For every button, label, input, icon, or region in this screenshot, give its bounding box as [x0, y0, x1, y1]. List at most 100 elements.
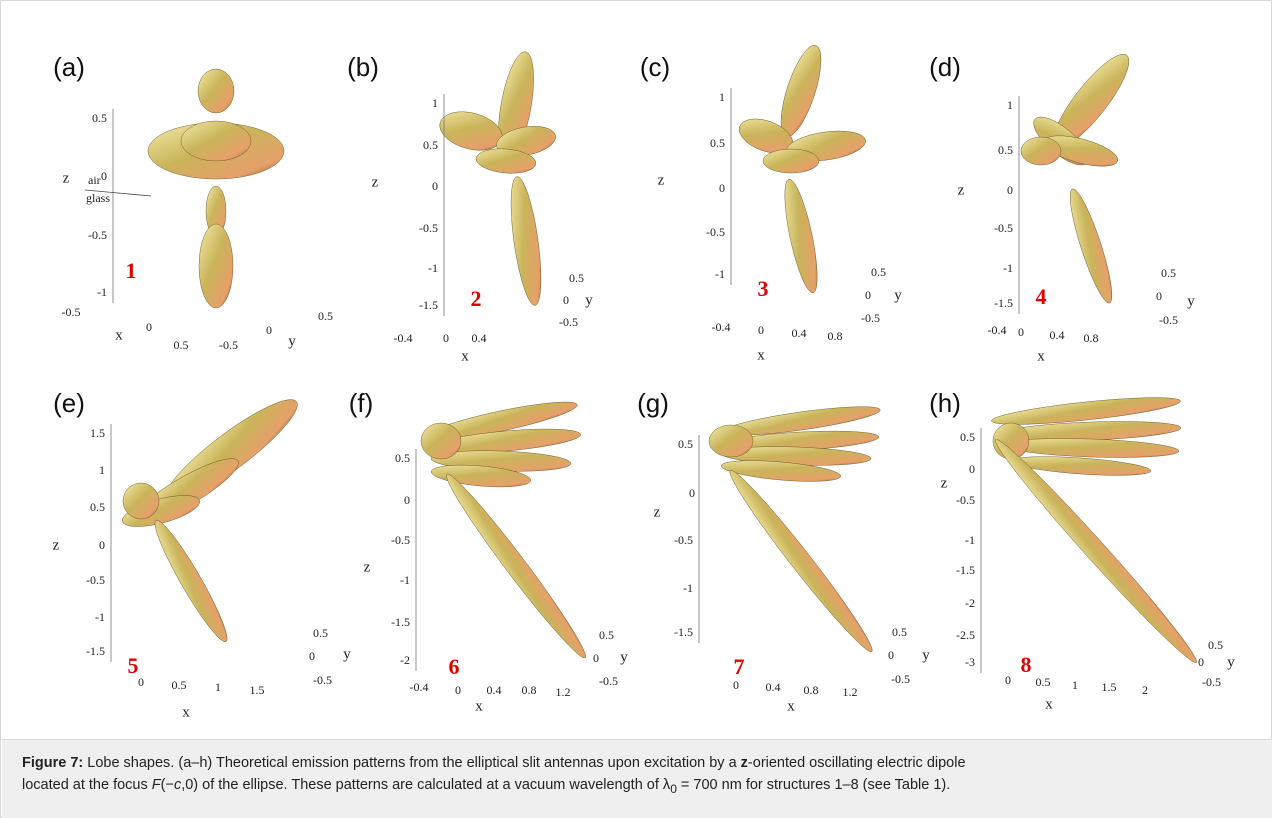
x-axis-label: x [461, 348, 469, 364]
z-tick-label: -0.5 [994, 221, 1013, 235]
z-tick-label: -1 [400, 573, 410, 587]
x-tick-label: 0.5 [174, 338, 189, 352]
structure-number: 5 [128, 653, 139, 678]
caption-text: (− [160, 777, 174, 793]
y-tick-label: 0 [1156, 289, 1162, 303]
z-tick-label: -0.5 [419, 221, 438, 235]
caption-text: 0 [670, 781, 677, 796]
x-axis-label: x [182, 704, 190, 720]
z-tick-label: 0 [1007, 183, 1013, 197]
lobe [762, 148, 820, 174]
x-tick-label: -0.5 [62, 305, 81, 319]
lobe [708, 424, 754, 458]
y-tick-label: 0 [593, 651, 599, 665]
caption-text: -oriented oscillating electric dipole [747, 755, 966, 771]
z-axis-label: z [958, 182, 965, 198]
y-tick-label: -0.5 [559, 315, 578, 329]
interface-line [84, 189, 152, 197]
z-tick-label: 1 [719, 90, 725, 104]
z-axis-label: z [63, 170, 70, 186]
y-tick-label: -0.5 [313, 673, 332, 687]
x-tick-label: 0.4 [1050, 328, 1065, 342]
z-tick-label: 1 [432, 96, 438, 110]
y-axis-label: y [620, 649, 628, 665]
x-axis-label: x [1037, 348, 1045, 364]
y-tick-label: -0.5 [1159, 313, 1178, 327]
caption-lead: Figure 7: [22, 755, 84, 771]
lobe [510, 176, 542, 306]
x-axis-label: x [475, 698, 483, 714]
z-tick-label: -1 [428, 261, 438, 275]
y-tick-label: 0.5 [1208, 638, 1223, 652]
y-tick-label: -0.5 [1202, 675, 1221, 689]
z-tick-label: -2 [965, 596, 975, 610]
z-tick-label: -0.5 [706, 225, 725, 239]
z-tick-label: 1 [99, 463, 105, 477]
x-tick-label: 0.4 [487, 683, 502, 697]
x-tick-label: 0.8 [828, 329, 843, 343]
structure-number: 6 [449, 654, 460, 679]
z-tick-label: 1.5 [90, 426, 105, 440]
z-tick-label: 0 [101, 169, 107, 183]
z-tick-label: -1.5 [956, 563, 975, 577]
z-tick-label: -0.5 [86, 573, 105, 587]
structure-number: 7 [734, 654, 745, 679]
lobe [991, 397, 1181, 425]
panel-label: (c) [640, 52, 670, 82]
y-tick-label: 0.5 [1161, 266, 1176, 280]
x-tick-label: 1.2 [843, 685, 858, 699]
medium-label: air [88, 173, 101, 187]
z-tick-label: 0 [404, 493, 410, 507]
panel-label: (h) [929, 388, 961, 418]
x-tick-label: 0.4 [766, 680, 781, 694]
lobe [1069, 188, 1113, 304]
lobe [197, 68, 235, 114]
y-tick-label: 0 [309, 649, 315, 663]
x-tick-label: 0 [443, 331, 449, 345]
x-tick-label: 0.8 [804, 683, 819, 697]
y-axis-label: y [922, 647, 930, 663]
y-tick-label: -0.5 [891, 672, 910, 686]
x-tick-label: 1 [1072, 678, 1078, 692]
z-tick-label: -0.5 [674, 533, 693, 547]
panel-label: (g) [637, 388, 669, 418]
medium-label: glass [86, 191, 110, 205]
x-tick-label: 0 [1018, 325, 1024, 339]
y-tick-label: 0.5 [569, 271, 584, 285]
y-tick-label: 0.5 [599, 628, 614, 642]
z-axis-label: z [364, 559, 371, 575]
x-tick-label: 1 [215, 680, 221, 694]
caption: Figure 7: Lobe shapes. (a–h) Theoretical… [2, 739, 1272, 818]
x-tick-label: 0 [758, 323, 764, 337]
y-axis-label: y [288, 333, 296, 349]
x-tick-label: 0.4 [472, 331, 487, 345]
y-tick-label: 0.5 [892, 625, 907, 639]
panel-label: (b) [347, 52, 379, 82]
z-tick-label: -3 [965, 655, 975, 669]
z-tick-label: -1.5 [391, 615, 410, 629]
y-axis-label: y [1187, 293, 1195, 309]
z-tick-label: 0.5 [678, 437, 693, 451]
caption-text: = 700 nm for structures 1–8 (see Table 1… [676, 777, 951, 793]
caption-text: Lobe shapes. (a–h) Theoretical emission … [83, 755, 741, 771]
z-tick-label: -0.5 [956, 493, 975, 507]
z-axis-label: z [658, 172, 665, 188]
z-tick-label: -1 [683, 581, 693, 595]
y-tick-label: -0.5 [599, 674, 618, 688]
x-axis-label: x [757, 347, 765, 363]
z-axis-label: z [654, 504, 661, 520]
z-tick-label: -2 [400, 653, 410, 667]
z-tick-label: -1.5 [994, 296, 1013, 310]
lobe [122, 482, 160, 520]
z-tick-label: 0 [432, 179, 438, 193]
z-tick-label: -0.5 [88, 228, 107, 242]
caption-text: ,0) of the ellipse. These patterns are c… [181, 777, 671, 793]
y-tick-label: 0.5 [318, 309, 333, 323]
lobe [180, 120, 252, 162]
x-axis-label: x [1045, 696, 1053, 712]
x-tick-label: 0 [455, 683, 461, 697]
x-tick-label: 1.5 [1102, 680, 1117, 694]
z-tick-label: 0.5 [92, 111, 107, 125]
lobe [198, 223, 234, 309]
lobe [1002, 438, 1180, 458]
